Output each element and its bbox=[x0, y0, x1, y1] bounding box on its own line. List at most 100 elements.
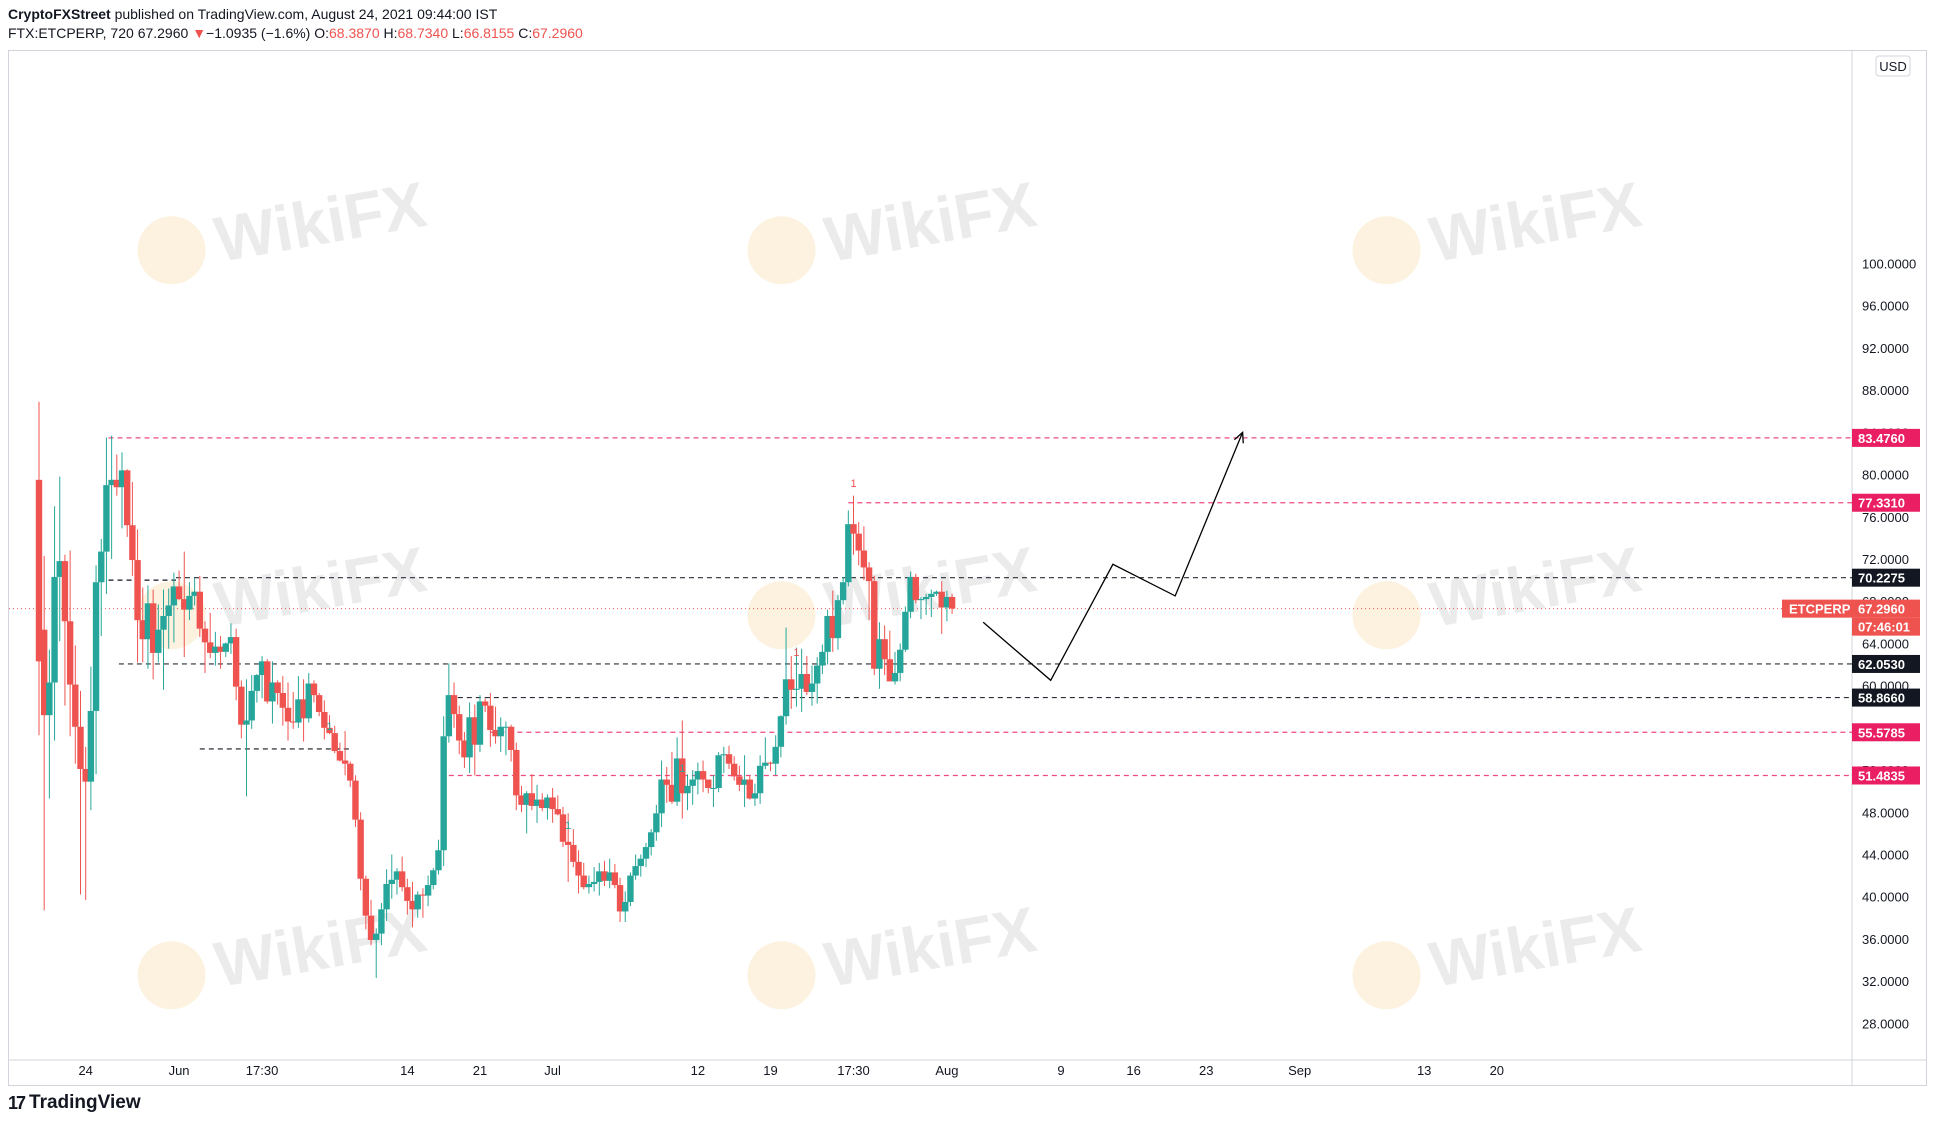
candle bbox=[471, 704, 478, 776]
candle-body bbox=[606, 872, 613, 881]
change-down-icon: ▼ bbox=[192, 25, 207, 41]
candle-body bbox=[637, 858, 645, 867]
candle bbox=[943, 590, 951, 622]
marker-label: 1 bbox=[565, 820, 571, 832]
high-value: 68.7340 bbox=[397, 25, 449, 41]
candle bbox=[813, 657, 821, 704]
candle bbox=[741, 755, 748, 807]
x-tick-label: Aug bbox=[935, 1063, 958, 1078]
candle bbox=[845, 510, 852, 587]
candle bbox=[658, 760, 665, 828]
candle-body bbox=[642, 847, 650, 859]
candle bbox=[435, 839, 442, 875]
x-tick-label: 23 bbox=[1199, 1063, 1213, 1078]
candle-body bbox=[943, 596, 951, 608]
candle bbox=[290, 691, 297, 729]
last-price-badge: ETCPERP 67.2960 07:46:01 bbox=[1782, 599, 1920, 636]
candle-body bbox=[782, 679, 790, 717]
candle bbox=[165, 588, 172, 649]
candle bbox=[238, 680, 245, 739]
tradingview-name: TradingView bbox=[29, 1092, 141, 1113]
candle-body bbox=[881, 639, 888, 660]
close-label: C: bbox=[518, 25, 533, 41]
tradingview-brand[interactable]: 17 TradingView bbox=[8, 1092, 141, 1114]
level-price-text: 83.4760 bbox=[1858, 431, 1905, 446]
candle-body bbox=[118, 470, 126, 488]
watermark-logo-icon bbox=[1352, 216, 1421, 285]
candle-body bbox=[352, 780, 359, 820]
candle bbox=[222, 642, 229, 658]
candle-body bbox=[481, 701, 489, 706]
candle-body bbox=[175, 586, 183, 600]
candle bbox=[232, 628, 240, 701]
candle-body bbox=[658, 779, 665, 814]
candle-body bbox=[98, 551, 105, 583]
candle bbox=[217, 636, 224, 669]
author-name[interactable]: CryptoFXStreet bbox=[8, 6, 111, 22]
candle-body bbox=[300, 699, 307, 719]
candle-body bbox=[134, 560, 141, 621]
candle bbox=[170, 572, 178, 643]
candle-body bbox=[253, 675, 261, 691]
chart-frame bbox=[8, 50, 1927, 1086]
candle-body bbox=[331, 733, 338, 752]
candle bbox=[891, 651, 899, 685]
candle-body bbox=[663, 779, 670, 785]
candle bbox=[388, 854, 395, 899]
candle-body bbox=[160, 615, 167, 630]
candle-body bbox=[808, 683, 816, 692]
candle bbox=[430, 868, 437, 890]
candle-body bbox=[601, 871, 608, 881]
candle-body bbox=[274, 682, 281, 694]
candle-body bbox=[82, 768, 89, 782]
candle-body bbox=[487, 705, 494, 730]
candle bbox=[575, 850, 582, 894]
candle-body bbox=[212, 646, 219, 653]
x-tick-label: 24 bbox=[78, 1063, 92, 1078]
candle bbox=[123, 469, 131, 537]
x-tick-label: 17:30 bbox=[837, 1063, 870, 1078]
level-price-label: 58.8660 bbox=[1852, 688, 1920, 707]
candle bbox=[331, 725, 338, 754]
last-price-symbol: ETCPERP bbox=[1789, 602, 1851, 617]
candle-body bbox=[35, 479, 43, 662]
y-tick-label: 48.0000 bbox=[1862, 805, 1909, 820]
high-label: H: bbox=[383, 25, 398, 41]
candle bbox=[103, 437, 110, 594]
candle-body bbox=[907, 576, 914, 612]
candle-body bbox=[871, 581, 878, 669]
candle-body bbox=[860, 550, 868, 568]
candle-body bbox=[668, 784, 676, 802]
x-tick-label: 12 bbox=[691, 1063, 705, 1078]
candle bbox=[922, 593, 930, 615]
marker-label: 1 bbox=[36, 555, 42, 567]
candle bbox=[243, 679, 250, 797]
candle-body bbox=[456, 714, 463, 741]
candle-body bbox=[409, 900, 416, 910]
candle-body bbox=[694, 771, 702, 780]
candle-body bbox=[627, 875, 634, 902]
candle bbox=[606, 858, 613, 889]
candle-body bbox=[207, 642, 214, 653]
candle bbox=[751, 783, 759, 806]
candle bbox=[108, 435, 115, 559]
candle-body bbox=[227, 637, 235, 644]
candle bbox=[476, 695, 484, 753]
candle-body bbox=[922, 596, 930, 600]
candle bbox=[715, 752, 722, 793]
candle-body bbox=[310, 683, 318, 696]
candle bbox=[40, 555, 48, 911]
candle-body bbox=[647, 832, 655, 848]
y-tick-label: 92.0000 bbox=[1862, 341, 1909, 356]
candle-body bbox=[850, 524, 857, 534]
candle bbox=[186, 582, 193, 621]
watermark: WikiFX bbox=[1352, 893, 1647, 1010]
candle-body bbox=[378, 909, 385, 934]
candle bbox=[938, 581, 945, 634]
candle-body bbox=[440, 736, 447, 851]
candle bbox=[118, 452, 126, 529]
candle-body bbox=[580, 875, 587, 888]
candle bbox=[777, 715, 785, 758]
candle bbox=[513, 742, 520, 811]
